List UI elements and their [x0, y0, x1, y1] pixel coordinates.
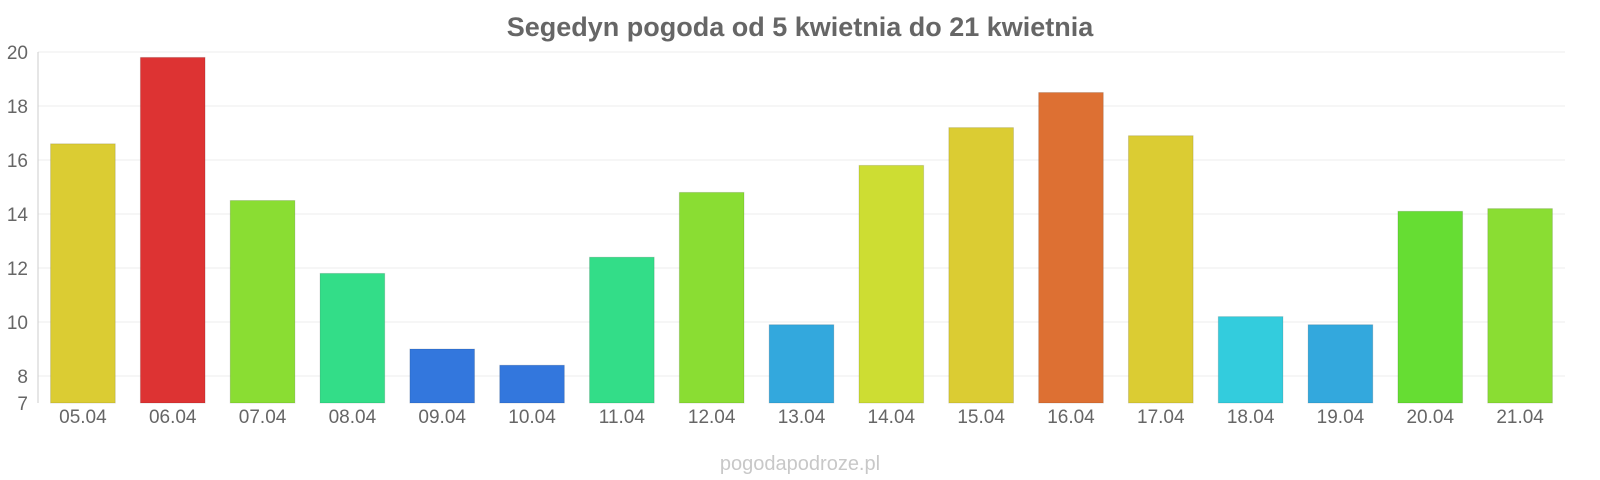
- bar-19.04: [1307, 324, 1374, 404]
- y-tick-label-10: 10: [7, 313, 28, 334]
- x-tick-label-15.04: 15.04: [957, 407, 1005, 428]
- y-tick-labels: 7 8 10 12 14 16 18 20: [7, 43, 29, 415]
- x-tick-label-07.04: 07.04: [239, 407, 287, 428]
- x-tick-label-21.04: 21.04: [1496, 407, 1544, 428]
- x-tick-label-10.04: 10.04: [508, 407, 556, 428]
- bar-18.04: [1217, 316, 1284, 404]
- bar-20.04: [1397, 210, 1464, 404]
- bar-10.04: [499, 364, 565, 404]
- bar-16.04: [1038, 92, 1104, 404]
- x-tick-label-06.04: 06.04: [149, 407, 197, 428]
- x-tick-label-17.04: 17.04: [1137, 407, 1185, 428]
- bar-07.04: [229, 200, 296, 404]
- bar-11.04: [589, 256, 655, 404]
- x-tick-labels: 05.04 06.04 07.04 08.04 09.04 10.04 11.04 12.04…: [59, 407, 1544, 428]
- bar-15.04: [948, 127, 1014, 404]
- bar-21.04: [1487, 208, 1553, 404]
- x-tick-label-13.04: 13.04: [778, 407, 826, 428]
- x-tick-label-12.04: 12.04: [688, 407, 736, 428]
- x-tick-label-14.04: 14.04: [868, 407, 916, 428]
- bar-14.04: [858, 164, 925, 404]
- x-tick-label-08.04: 08.04: [329, 407, 377, 428]
- x-tick-label-18.04: 18.04: [1227, 407, 1275, 428]
- x-tick-label-19.04: 19.04: [1317, 407, 1365, 428]
- x-tick-label-11.04: 11.04: [599, 407, 646, 428]
- x-tick-label-09.04: 09.04: [418, 407, 466, 428]
- y-tick-label-18: 18: [7, 97, 28, 118]
- y-tick-label-20: 20: [7, 43, 28, 64]
- bar-13.04: [768, 324, 835, 404]
- chart-title: Segedyn pogoda od 5 kwietnia do 21 kwiet…: [507, 12, 1095, 42]
- bar-06.04: [139, 56, 206, 404]
- y-tick-label-12: 12: [7, 259, 28, 280]
- y-tick-label-8: 8: [17, 367, 28, 388]
- y-tick-label-7: 7: [17, 394, 28, 415]
- bars: [50, 56, 1553, 404]
- watermark: pogodapodroze.pl: [720, 453, 880, 475]
- bar-05.04: [50, 143, 116, 404]
- bar-09.04: [409, 348, 476, 404]
- x-tick-label-05.04: 05.04: [59, 407, 107, 428]
- bar-17.04: [1127, 135, 1194, 404]
- y-tick-label-14: 14: [7, 205, 29, 226]
- x-tick-label-16.04: 16.04: [1047, 407, 1095, 428]
- bar-12.04: [678, 191, 745, 404]
- y-tick-label-16: 16: [7, 151, 28, 172]
- bar-08.04: [319, 272, 386, 404]
- x-tick-label-20.04: 20.04: [1406, 407, 1454, 428]
